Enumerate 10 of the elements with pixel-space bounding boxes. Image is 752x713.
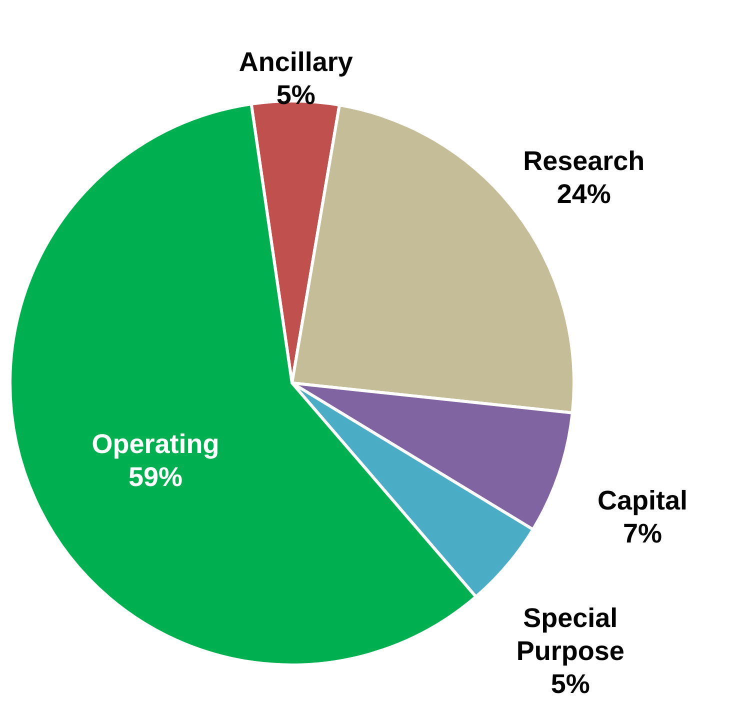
slice-label: Ancillary	[238, 47, 353, 78]
slice-label: Special Purpose	[516, 603, 624, 666]
data-label: 7%	[622, 518, 662, 549]
data-label: 59%	[128, 462, 183, 492]
slice-label: Capital	[597, 486, 688, 516]
slice-label: Operating	[92, 429, 220, 460]
data-label: 5%	[276, 80, 316, 110]
data-label: 5%	[550, 669, 590, 700]
slice-label: Research	[523, 146, 645, 176]
data-label: 24%	[556, 179, 611, 210]
